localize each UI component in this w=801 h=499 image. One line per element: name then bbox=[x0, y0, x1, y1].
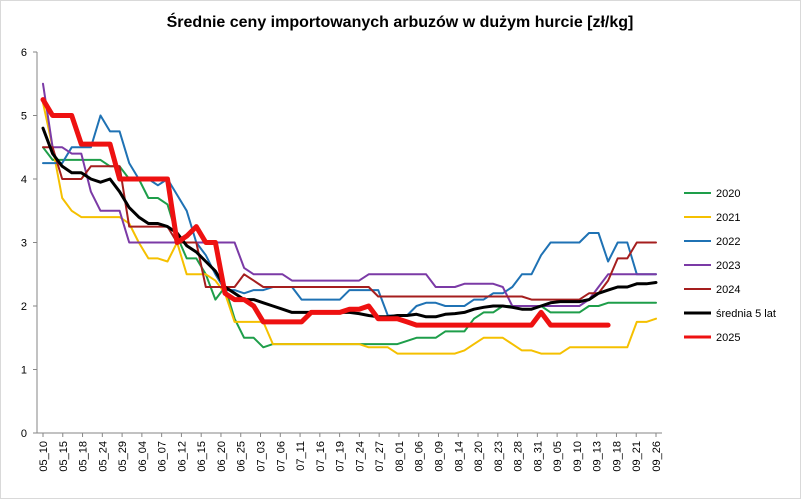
legend-label: 2024 bbox=[716, 284, 740, 296]
x-tick-label: 07_03 bbox=[256, 441, 268, 472]
x-tick-label: 08_31 bbox=[532, 441, 544, 472]
x-tick-label: 06_12 bbox=[176, 441, 188, 472]
x-tick-label: 06_25 bbox=[236, 441, 248, 472]
legend-label: 2020 bbox=[716, 188, 740, 200]
series-line-2024 bbox=[42, 146, 657, 301]
y-tick-label: 3 bbox=[21, 238, 27, 250]
x-tick-label: 09_26 bbox=[651, 441, 663, 472]
series-line-2022 bbox=[42, 114, 657, 317]
x-tick-label: 05_10 bbox=[38, 441, 50, 472]
y-tick-label: 4 bbox=[21, 174, 27, 186]
series-line-średnia-5-lat bbox=[41, 126, 658, 319]
x-tick-label: 05_29 bbox=[117, 441, 129, 472]
x-tick-label: 09_10 bbox=[572, 441, 584, 472]
x-tick-label: 07_11 bbox=[295, 441, 307, 471]
x-tick-label: 09_18 bbox=[611, 441, 623, 472]
x-tick-label: 07_16 bbox=[315, 441, 327, 472]
x-tick-label: 08_01 bbox=[394, 441, 406, 472]
series-line-2025 bbox=[40, 97, 611, 328]
x-tick-label: 07_19 bbox=[335, 441, 347, 472]
legend-label: 2025 bbox=[716, 332, 740, 344]
x-tick-label: 08_23 bbox=[493, 441, 505, 472]
legend-label: 2023 bbox=[716, 260, 740, 272]
y-tick-label: 6 bbox=[21, 47, 27, 59]
x-tick-label: 08_09 bbox=[433, 441, 445, 472]
series-line-2023 bbox=[42, 82, 657, 307]
x-tick-label: 08_20 bbox=[473, 441, 485, 472]
x-tick-label: 09_05 bbox=[552, 441, 564, 472]
x-tick-label: 08_06 bbox=[414, 441, 426, 472]
y-tick-label: 5 bbox=[21, 111, 27, 123]
legend-label: średnia 5 lat bbox=[716, 308, 776, 320]
x-tick-label: 07_06 bbox=[275, 441, 287, 472]
x-tick-label: 09_21 bbox=[631, 441, 643, 472]
x-tick-label: 05_15 bbox=[58, 441, 70, 472]
y-tick-label: 2 bbox=[21, 301, 27, 313]
legend: 2020 2021 2022 2023 2024 średnia 5 lat 2025 bbox=[684, 188, 776, 344]
x-tick-label: 08_28 bbox=[513, 441, 525, 472]
x-tick-label: 06_04 bbox=[137, 441, 149, 472]
axes: 0 1 2 3 4 5 6 05_10 05_15 05_18 05_24 05_29 06_04 06_… bbox=[21, 47, 663, 472]
x-tick-label: 05_24 bbox=[97, 441, 109, 472]
legend-label: 2022 bbox=[716, 236, 740, 248]
x-tick-label: 06_20 bbox=[216, 441, 228, 472]
y-tick-label: 0 bbox=[21, 428, 27, 440]
y-tick-label: 1 bbox=[21, 365, 27, 377]
x-tick-label: 05_18 bbox=[78, 441, 90, 472]
chart-title: Średnie ceny importowanych arbuzów w duż… bbox=[166, 14, 634, 31]
x-tick-label: 07_27 bbox=[374, 441, 386, 472]
x-tick-label: 06_15 bbox=[196, 441, 208, 472]
x-tick-label: 09_13 bbox=[592, 441, 604, 472]
x-tick-label: 08_14 bbox=[453, 441, 465, 472]
series-line-2021 bbox=[42, 101, 657, 355]
legend-label: 2021 bbox=[716, 212, 740, 224]
x-tick-label: 07_24 bbox=[354, 441, 366, 472]
series-lines bbox=[40, 82, 658, 355]
x-tick-label: 06_07 bbox=[157, 441, 169, 472]
